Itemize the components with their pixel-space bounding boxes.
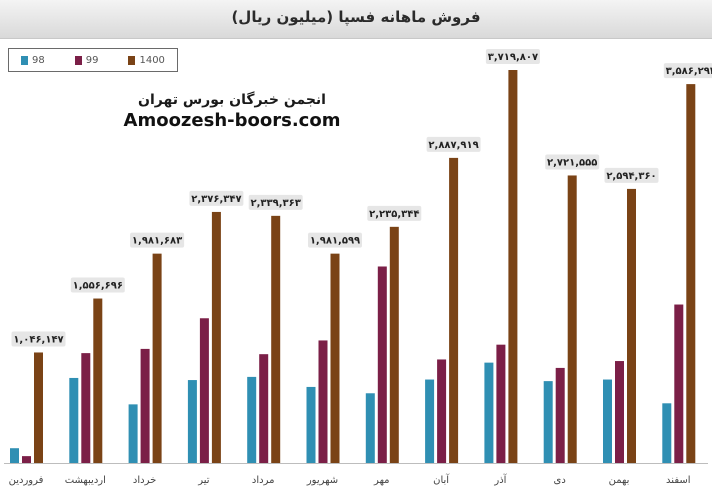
bar-98-6 xyxy=(365,393,375,463)
value-label-8: ۳,۷۱۹,۸۰۷ xyxy=(488,52,538,63)
bar-99-10 xyxy=(615,361,624,463)
bar-98-9 xyxy=(543,381,553,463)
bar-98-7 xyxy=(425,379,435,463)
value-label-2: ۱,۹۸۱,۶۸۳ xyxy=(132,236,182,247)
bar-99-2 xyxy=(140,348,150,463)
bar-1400-4 xyxy=(271,215,281,463)
category-label-10: بهمن xyxy=(609,475,630,486)
value-label-box-1 xyxy=(70,277,125,293)
legend-swatch-99 xyxy=(74,55,82,65)
legend-item-98: 98 xyxy=(9,55,45,66)
legend-item-99: 99 xyxy=(45,54,99,66)
bar-1400-10 xyxy=(627,188,636,463)
category-label-9: دی xyxy=(554,475,566,486)
bar-98-2 xyxy=(128,404,138,463)
value-label-box-6 xyxy=(367,205,422,221)
value-label-box-11 xyxy=(663,63,712,79)
watermark: انجمن خبرگان بورس تهران Amoozesh-boors.c… xyxy=(112,92,352,131)
bar-98-10 xyxy=(603,379,612,463)
title-bar: فروش ماهانه فسپا (میلیون ریال) xyxy=(0,0,712,39)
value-label-6: ۲,۲۳۵,۳۴۴ xyxy=(369,209,419,220)
bar-1400-8 xyxy=(508,70,518,463)
value-label-box-10 xyxy=(604,167,659,183)
bar-99-6 xyxy=(377,266,387,463)
bar-1400-3 xyxy=(211,211,221,463)
value-label-box-5 xyxy=(308,232,362,248)
bar-1400-9 xyxy=(567,175,577,463)
value-label-10: ۲,۵۹۴,۳۶۰ xyxy=(606,171,656,182)
bar-98-4 xyxy=(247,376,257,463)
legend-label-99: 99 xyxy=(85,54,99,66)
bar-98-11 xyxy=(662,403,672,463)
category-label-4: مرداد xyxy=(252,475,275,486)
bar-98-5 xyxy=(306,386,316,463)
bar-98-1 xyxy=(69,377,79,463)
category-label-6: مهر xyxy=(373,475,389,486)
category-label-5: شهریور xyxy=(306,475,338,486)
bar-98-0 xyxy=(10,448,19,463)
bar-1400-11 xyxy=(686,84,696,463)
value-label-box-0 xyxy=(11,331,66,347)
legend-item-1400: 1400 xyxy=(98,54,165,66)
watermark-url: Amoozesh-boors.com xyxy=(123,110,341,131)
legend-swatch-98 xyxy=(21,55,28,65)
bar-99-5 xyxy=(318,340,328,463)
bar-99-0 xyxy=(22,456,31,463)
bar-99-7 xyxy=(437,359,447,463)
value-label-box-3 xyxy=(189,190,244,206)
value-label-11: ۳,۵۸۶,۲۹۴ xyxy=(666,66,712,77)
bar-1400-6 xyxy=(389,226,399,463)
category-label-2: خرداد xyxy=(133,475,156,486)
bar-1400-1 xyxy=(93,298,103,463)
value-label-3: ۲,۳۷۶,۳۴۷ xyxy=(191,194,241,205)
value-label-9: ۲,۷۲۱,۵۵۵ xyxy=(547,157,597,168)
watermark-persian-text: انجمن خبرگان بورس تهران xyxy=(138,92,326,108)
category-label-0: فروردین xyxy=(9,475,44,486)
legend-label-98: 98 xyxy=(32,54,45,66)
bar-99-11 xyxy=(674,304,684,463)
value-label-7: ۲,۸۸۷,۹۱۹ xyxy=(428,140,478,151)
value-label-box-4 xyxy=(248,194,303,210)
bar-99-3 xyxy=(199,318,209,463)
value-label-box-7 xyxy=(426,136,481,152)
bar-98-3 xyxy=(187,380,197,463)
value-label-0: ۱,۰۴۶,۱۴۷ xyxy=(13,334,63,345)
bar-1400-7 xyxy=(449,157,459,463)
value-label-box-8 xyxy=(485,49,540,64)
category-label-1: اردیبهشت xyxy=(65,475,106,486)
value-label-1: ۱,۵۵۶,۶۹۶ xyxy=(73,281,123,292)
bar-99-1 xyxy=(81,353,91,463)
bar-1400-2 xyxy=(152,253,162,463)
bar-1400-0 xyxy=(34,352,43,463)
legend-label-1400: 1400 xyxy=(139,54,165,66)
category-label-7: آبان xyxy=(433,473,450,486)
chart-title: فروش ماهانه فسپا (میلیون ریال) xyxy=(231,8,481,26)
category-label-3: تیر xyxy=(197,475,210,486)
bar-99-9 xyxy=(555,367,565,463)
bar-98-8 xyxy=(484,362,494,463)
value-label-box-2 xyxy=(130,232,185,248)
category-label-8: آذر xyxy=(493,473,507,486)
category-label-11: اسفند xyxy=(666,475,690,486)
value-label-box-9 xyxy=(545,154,600,170)
bar-99-4 xyxy=(259,354,269,463)
value-label-5: ۱,۹۸۱,۵۹۹ xyxy=(310,236,360,247)
chart-legend: 98 99 1400 xyxy=(8,48,178,72)
value-label-4: ۲,۳۳۹,۳۶۳ xyxy=(251,198,301,209)
bar-1400-5 xyxy=(330,253,340,463)
legend-swatch-1400 xyxy=(128,55,136,65)
bar-99-8 xyxy=(496,344,506,463)
